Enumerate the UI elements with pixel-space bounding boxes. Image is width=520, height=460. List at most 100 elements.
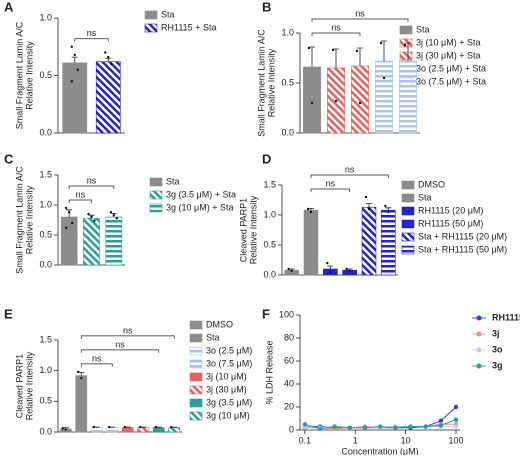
legend-swatch bbox=[401, 219, 415, 229]
y-tick-label: 0.0 bbox=[263, 269, 276, 279]
bar bbox=[75, 375, 88, 433]
significance-bracket bbox=[80, 335, 175, 339]
legend-swatch bbox=[144, 10, 158, 20]
y-tick-label: 40 bbox=[284, 378, 294, 388]
x-tick-label: 100 bbox=[448, 435, 463, 445]
data-point bbox=[358, 101, 362, 105]
legend-swatch bbox=[401, 206, 415, 216]
legend-swatch bbox=[399, 51, 413, 61]
y-axis-label: Cleaved PARP1 bbox=[14, 354, 24, 418]
data-point bbox=[115, 217, 119, 220]
legend-label: 3o (2.5 μM) bbox=[206, 345, 252, 355]
legend-swatch bbox=[399, 77, 413, 87]
y-axis-label: Cleaved PARP1 bbox=[238, 198, 248, 262]
data-point bbox=[382, 76, 386, 80]
data-point bbox=[362, 425, 368, 430]
error-bar bbox=[66, 209, 73, 217]
y-tick-label: 0.0 bbox=[39, 259, 52, 269]
y-axis-label: Small Fragment Lamin A/C bbox=[14, 21, 24, 129]
data-point bbox=[107, 55, 110, 59]
data-point bbox=[139, 425, 142, 429]
data-point bbox=[332, 424, 337, 429]
significance-bracket bbox=[80, 349, 160, 353]
y-tick-label: 0.0 bbox=[39, 426, 52, 436]
y-axis-label: % LDH Release bbox=[264, 340, 274, 404]
y-tick-label: 1.5 bbox=[39, 169, 52, 179]
legend-label: Sta bbox=[161, 9, 175, 19]
error-bar bbox=[366, 203, 372, 208]
y-tick-label: 0.5 bbox=[263, 239, 276, 249]
data-point bbox=[93, 219, 96, 222]
significance-label: ns bbox=[115, 339, 125, 349]
bar bbox=[106, 427, 119, 433]
legend-swatch bbox=[401, 193, 415, 203]
legend-marker bbox=[476, 315, 482, 321]
error-bar bbox=[381, 40, 387, 61]
data-point bbox=[329, 270, 332, 274]
data-point bbox=[108, 425, 111, 429]
legend-swatch bbox=[189, 346, 203, 356]
legend-swatch bbox=[189, 385, 203, 395]
legend-swatch bbox=[149, 190, 163, 200]
y-tick-label: 1.5 bbox=[263, 179, 276, 189]
data-point bbox=[104, 51, 107, 54]
legend-swatch bbox=[189, 320, 203, 330]
legend-label: Sta bbox=[418, 192, 432, 202]
panel-label: C bbox=[4, 151, 14, 166]
data-point bbox=[334, 99, 338, 103]
legend-label: 3o (7.5 μM) + Sta bbox=[416, 76, 486, 86]
data-point bbox=[309, 210, 313, 214]
bar bbox=[137, 427, 150, 433]
data-point bbox=[453, 424, 459, 429]
x-tick-label: 1 bbox=[353, 435, 358, 445]
y-tick-label: 1.0 bbox=[281, 27, 294, 37]
legend-label: Sta + RH1115 (50 μM) bbox=[418, 244, 507, 254]
data-point bbox=[70, 221, 74, 225]
bar bbox=[381, 209, 396, 276]
legend-swatch bbox=[149, 203, 163, 213]
error-bar bbox=[333, 48, 339, 68]
data-point bbox=[170, 425, 173, 429]
error-bar bbox=[327, 265, 334, 269]
y-tick-label: 1.0 bbox=[39, 365, 52, 375]
data-point bbox=[403, 43, 407, 47]
data-point bbox=[453, 417, 459, 422]
data-point bbox=[154, 425, 157, 429]
data-point bbox=[302, 422, 308, 427]
data-point bbox=[331, 48, 335, 52]
significance-label: ns bbox=[87, 28, 97, 38]
significance-label: ns bbox=[87, 175, 97, 185]
y-tick-label: 0.0 bbox=[39, 127, 52, 137]
data-point bbox=[64, 428, 67, 431]
y-tick-label: 80 bbox=[284, 332, 294, 342]
data-point bbox=[61, 427, 64, 430]
legend-swatch bbox=[189, 398, 203, 408]
legend-label: RH1115 + Sta bbox=[161, 22, 216, 32]
data-point bbox=[70, 45, 73, 48]
significance-label: ns bbox=[123, 325, 133, 335]
data-point bbox=[378, 424, 383, 429]
error-bar bbox=[105, 57, 112, 62]
data-point bbox=[438, 418, 444, 423]
data-point bbox=[345, 267, 348, 271]
legend-label: 3g bbox=[492, 360, 503, 370]
significance-bracket bbox=[68, 185, 115, 189]
y-axis-label: Relative Intensity bbox=[24, 41, 34, 110]
legend-swatch bbox=[189, 411, 203, 421]
bar bbox=[303, 209, 319, 276]
legend-label: 3g (10 μM) bbox=[206, 410, 250, 420]
data-point bbox=[306, 207, 310, 211]
data-point bbox=[326, 261, 329, 265]
y-axis-label: Relative Intensity bbox=[24, 351, 34, 420]
data-point bbox=[76, 68, 79, 71]
legend-marker bbox=[476, 363, 482, 369]
legend-label: 3g (10 μM) + Sta bbox=[166, 202, 233, 212]
data-point bbox=[393, 425, 398, 430]
significance-label: ns bbox=[76, 189, 86, 199]
y-tick-label: 0.0 bbox=[281, 127, 294, 137]
data-point bbox=[67, 211, 71, 214]
data-point bbox=[307, 46, 311, 50]
panel-label: A bbox=[4, 0, 14, 14]
significance-label: ns bbox=[326, 178, 336, 188]
bar bbox=[303, 66, 321, 134]
